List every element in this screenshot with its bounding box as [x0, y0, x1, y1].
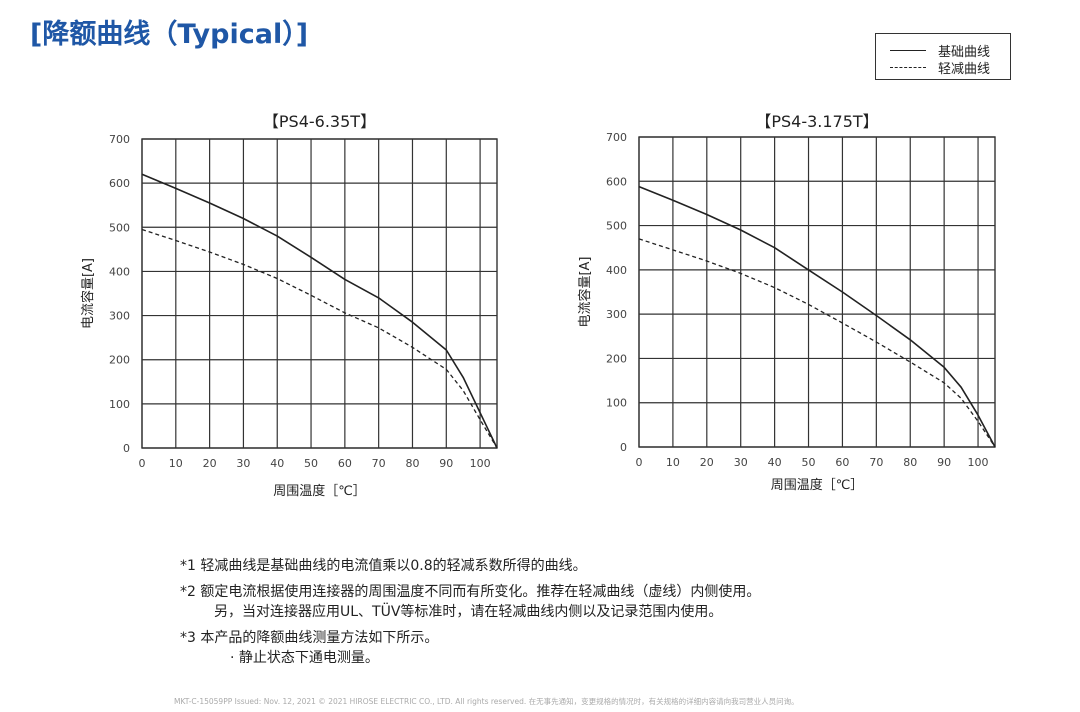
y-tick-label: 400 — [109, 265, 130, 278]
x-tick-label: 0 — [636, 456, 643, 469]
x-tick-label: 10 — [169, 457, 183, 470]
x-tick-label: 60 — [835, 456, 849, 469]
base-curve-line — [141, 173, 498, 449]
base-curve-line — [638, 185, 996, 448]
x-tick-label: 40 — [768, 456, 782, 469]
x-tick-label: 70 — [869, 456, 883, 469]
plot-frame — [638, 136, 996, 448]
y-tick-label: 100 — [109, 398, 130, 411]
note-2-continued: 另，当对连接器应用UL、TÜV等标准时，请在轻减曲线内侧以及记录范围内使用。 — [214, 604, 723, 620]
legend-item-derated: 轻减曲线 — [890, 58, 990, 77]
x-tick-label: 20 — [700, 456, 714, 469]
y-tick-label: 200 — [109, 354, 130, 367]
x-tick-label: 60 — [338, 457, 352, 470]
plot-frame — [141, 138, 498, 449]
x-tick-label: 0 — [139, 457, 146, 470]
y-tick-label: 200 — [606, 352, 627, 365]
x-tick-label: 50 — [304, 457, 318, 470]
x-axis-label: 周围温度［℃］ — [771, 477, 864, 493]
chart-title: 【PS4-6.35T】 — [263, 112, 376, 131]
x-tick-label: 70 — [372, 457, 386, 470]
y-tick-label: 600 — [606, 175, 627, 188]
note-3-item: · 静止状态下通电测量。 — [230, 650, 379, 666]
y-tick-label: 700 — [109, 133, 130, 146]
legend: 基础曲线 轻减曲线 — [875, 33, 1011, 80]
legend-label: 轻减曲线 — [938, 62, 991, 77]
x-tick-label: 30 — [236, 457, 250, 470]
footer-copyright: MKT-C-15059PP Issued: Nov. 12, 2021 © 20… — [174, 697, 799, 706]
solid-line-swatch — [890, 50, 926, 51]
y-tick-label: 500 — [109, 221, 130, 234]
x-tick-label: 80 — [903, 456, 917, 469]
page-title: [降额曲线（Typical）] — [30, 19, 309, 50]
y-axis-label: 电流容量[A] — [577, 256, 593, 327]
x-tick-label: 80 — [405, 457, 419, 470]
y-tick-label: 0 — [620, 441, 627, 454]
note-1: *1 轻减曲线是基础曲线的电流值乘以0.8的轻减系数所得的曲线。 — [180, 558, 587, 574]
y-tick-label: 500 — [606, 220, 627, 233]
x-tick-label: 10 — [666, 456, 680, 469]
derated-curve-line — [141, 228, 498, 449]
legend-label: 基础曲线 — [938, 45, 991, 60]
derated-curve-line — [638, 238, 996, 448]
x-tick-label: 100 — [470, 457, 491, 470]
y-tick-label: 100 — [606, 397, 627, 410]
y-tick-label: 700 — [606, 131, 627, 144]
notes: *1 轻减曲线是基础曲线的电流值乘以0.8的轻减系数所得的曲线。 *2 额定电流… — [180, 556, 760, 674]
y-tick-label: 300 — [109, 310, 130, 323]
x-tick-label: 90 — [439, 457, 453, 470]
chart-title: 【PS4-3.175T】 — [755, 112, 878, 131]
y-tick-label: 400 — [606, 264, 627, 277]
x-tick-label: 40 — [270, 457, 284, 470]
legend-item-base: 基础曲线 — [890, 41, 990, 60]
y-tick-label: 0 — [123, 442, 130, 455]
y-tick-label: 300 — [606, 308, 627, 321]
x-tick-label: 20 — [203, 457, 217, 470]
note-3: *3 本产品的降额曲线测量方法如下所示。 — [180, 630, 439, 646]
note-2: *2 额定电流根据使用连接器的周围温度不同而有所变化。推荐在轻减曲线（虚线）内侧… — [180, 584, 761, 600]
x-tick-label: 30 — [734, 456, 748, 469]
y-tick-label: 600 — [109, 177, 130, 190]
y-axis-label: 电流容量[A] — [80, 258, 96, 329]
x-tick-label: 50 — [802, 456, 816, 469]
x-tick-label: 100 — [968, 456, 989, 469]
x-axis-label: 周围温度［℃］ — [273, 483, 366, 499]
x-tick-label: 90 — [937, 456, 951, 469]
dashed-line-swatch — [890, 67, 926, 68]
